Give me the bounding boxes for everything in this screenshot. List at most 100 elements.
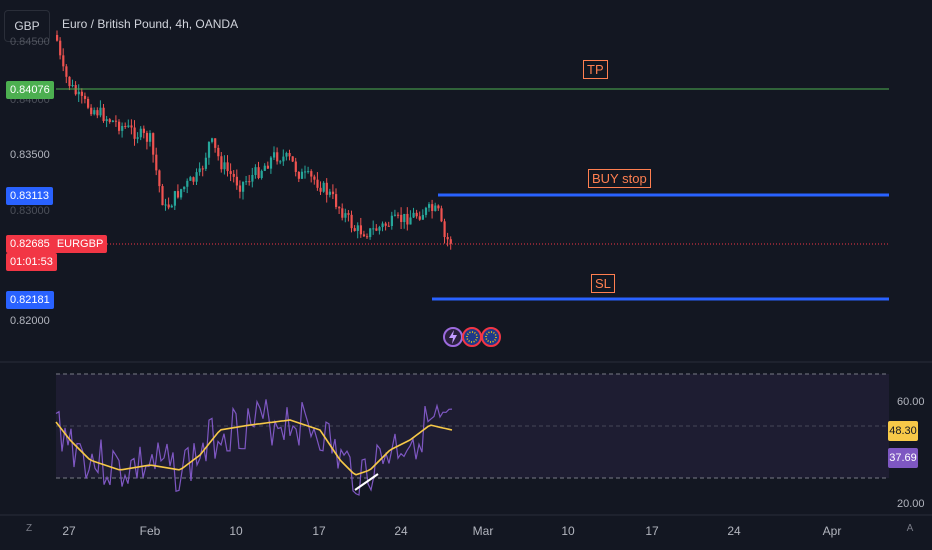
candle-body [87, 98, 90, 108]
symbol-tag: EURGBP [56, 238, 104, 250]
candle-body [269, 157, 273, 169]
candle-body [443, 221, 446, 238]
rsi-axis-tick: 20.00 [897, 498, 925, 510]
candle-body [102, 107, 105, 122]
candle-body [319, 187, 322, 192]
candle-body [350, 214, 353, 229]
candle-body [56, 35, 59, 41]
candle-body [192, 177, 195, 182]
chart-title: Euro / British Pound, 4h, OANDA [62, 17, 239, 31]
candle-body [310, 171, 313, 177]
candle-body [149, 133, 152, 142]
candle-body [307, 171, 310, 173]
candle-body [406, 213, 409, 225]
eu-flag-event-icon[interactable] [481, 327, 501, 347]
auto-scale-button[interactable]: A [906, 523, 914, 534]
candle-body [74, 85, 77, 95]
candle-body [362, 234, 366, 237]
price-axis-tick-hidden: 0.83000 [10, 205, 50, 217]
rsi-axis-tick: 60.00 [897, 396, 925, 408]
candle-body [214, 138, 217, 148]
divergence-trendline[interactable] [354, 473, 379, 491]
candle-body [65, 66, 68, 77]
candle-body [108, 119, 111, 122]
candle-body [400, 214, 403, 223]
candle-body [242, 181, 245, 192]
candle-body [415, 212, 418, 217]
candle-body [124, 125, 127, 127]
candle-body [207, 141, 211, 158]
time-axis-label: 17 [645, 524, 659, 538]
candle-body [251, 174, 254, 182]
sl-price-tag: 0.82181 [6, 291, 54, 309]
candle-body [195, 172, 198, 182]
time-axis-label: 27 [62, 524, 76, 538]
candle-body [325, 182, 328, 195]
symbol-badge[interactable]: GBP [4, 10, 50, 42]
candle-body [83, 95, 87, 99]
lightning-event-icon[interactable] [443, 327, 463, 347]
candle-body [390, 215, 393, 227]
candle-body [226, 162, 229, 172]
candle-body [428, 204, 431, 208]
candle-body [238, 185, 242, 192]
candle-body [356, 225, 359, 231]
candle-body [211, 138, 214, 142]
candle-body [424, 207, 428, 215]
buy-stop-label[interactable]: BUY stop [588, 169, 651, 188]
candle-body [300, 171, 304, 179]
candle-body [167, 204, 170, 208]
candle-body [93, 110, 96, 115]
tp-label[interactable]: TP [583, 60, 608, 79]
rsi-ma-line [55, 419, 453, 476]
candle-body [173, 191, 176, 206]
candle-body [155, 154, 158, 171]
time-axis-label: 24 [727, 524, 741, 538]
candle-body [232, 173, 235, 177]
current-price-tag: 0.82685 EURGBP [6, 235, 108, 253]
candle-body [136, 137, 139, 139]
candle-body [384, 223, 387, 226]
zoom-reset-button[interactable]: Z [25, 523, 33, 534]
candle-body [313, 176, 316, 180]
candle-body [235, 176, 238, 186]
eu-flag-event-icon[interactable] [462, 327, 482, 347]
candle-body [223, 162, 226, 170]
candle-body [282, 156, 285, 162]
candle-body [279, 161, 282, 163]
candle-body [372, 228, 375, 230]
candle-body [297, 171, 300, 179]
candle-body [291, 156, 294, 162]
candle-body [409, 217, 412, 225]
candle-body [254, 167, 257, 175]
candle-body [431, 204, 434, 211]
candle-body [266, 165, 269, 169]
candle-body [393, 214, 397, 216]
candle-body [437, 205, 440, 209]
time-axis-label: 24 [394, 524, 408, 538]
candle-body [139, 128, 142, 138]
candle-body [359, 225, 362, 235]
candle-body [71, 85, 74, 87]
candle-body [412, 212, 415, 218]
candle-body [118, 121, 121, 131]
candle-body [387, 225, 390, 227]
candle-body [381, 223, 384, 228]
candle-body [189, 177, 192, 181]
candle-body [366, 236, 369, 238]
candle-body [344, 213, 347, 218]
candle-body [59, 40, 62, 56]
time-axis-label: Mar [472, 524, 494, 538]
bar-countdown-tag: 01:01:53 [6, 253, 57, 271]
sl-label[interactable]: SL [591, 274, 615, 293]
candle-body [164, 204, 167, 206]
candle-body [276, 152, 279, 162]
price-axis-tick: 0.83500 [10, 149, 50, 161]
candle-body [229, 171, 232, 174]
candle-body [133, 127, 136, 139]
candle-body [316, 179, 319, 188]
candle-body [260, 170, 263, 178]
candle-body [204, 157, 207, 169]
candle-body [304, 171, 307, 173]
